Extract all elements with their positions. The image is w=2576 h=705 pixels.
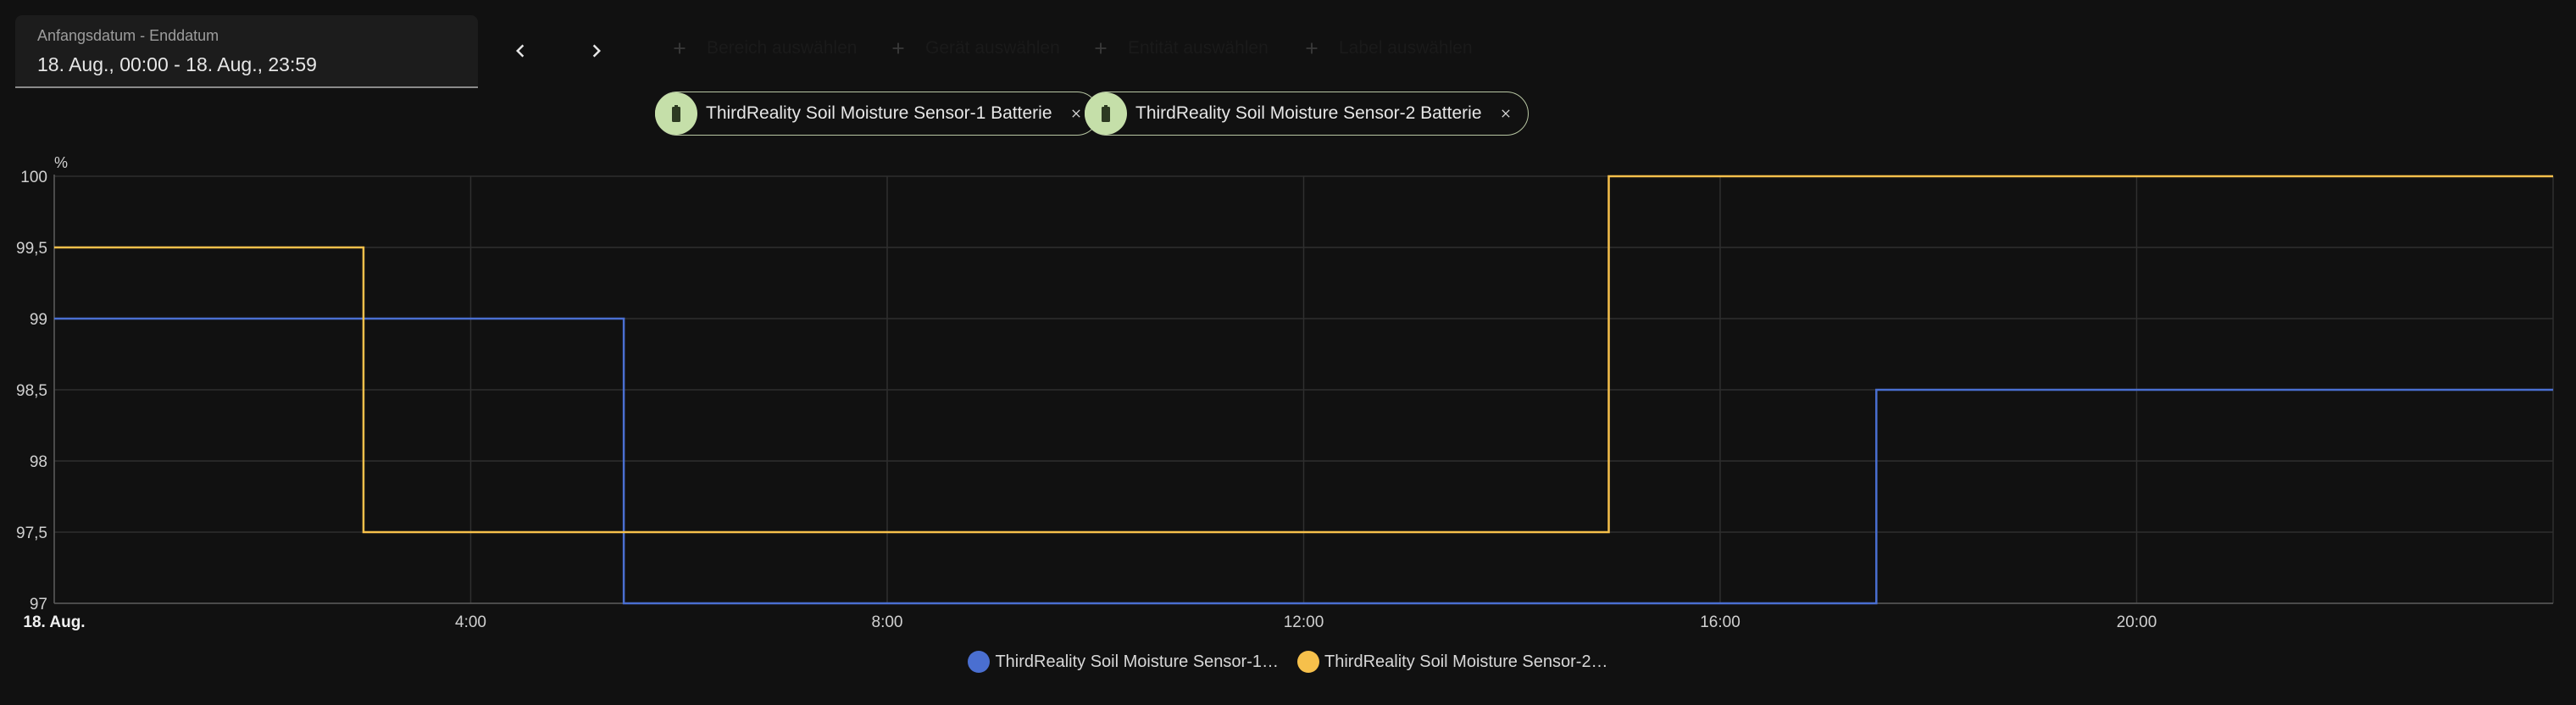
chart-legend: ThirdReality Soil Moisture Sensor-1… Thi… bbox=[0, 651, 2576, 673]
date-range-field[interactable]: Anfangsdatum - Enddatum 18. Aug., 00:00 … bbox=[15, 15, 478, 88]
y-tick-label: 97 bbox=[30, 596, 47, 613]
close-icon[interactable] bbox=[1497, 105, 1514, 122]
label-filter-label: Label auswählen bbox=[1339, 38, 1473, 58]
chevron-left-icon bbox=[516, 44, 525, 58]
entity-chip-sensor-1[interactable]: ThirdReality Soil Moisture Sensor-1 Batt… bbox=[655, 92, 1099, 136]
y-unit-label: % bbox=[54, 154, 68, 171]
y-tick-label: 98 bbox=[30, 453, 47, 471]
close-icon[interactable] bbox=[1068, 105, 1085, 122]
legend-label: ThirdReality Soil Moisture Sensor-2… bbox=[1324, 652, 1608, 671]
history-chart[interactable]: 97 97,5 98 98,5 99 99,5 100 18. Aug. 4:00 8:00 12:… bbox=[0, 153, 2576, 644]
x-tick-label: 8:00 bbox=[872, 613, 903, 631]
entity-filter-label: Entität auswählen bbox=[1128, 38, 1269, 58]
plus-icon bbox=[1300, 36, 1324, 60]
legend-item-sensor-2[interactable]: ThirdReality Soil Moisture Sensor-2… bbox=[1297, 651, 1608, 673]
x-tick-label: 4:00 bbox=[455, 613, 486, 631]
device-filter-label: Gerät auswählen bbox=[925, 38, 1060, 58]
plus-icon bbox=[1089, 36, 1113, 60]
chevron-right-icon bbox=[592, 44, 601, 58]
battery-icon bbox=[655, 92, 697, 135]
entity-filter-chip[interactable]: Entität auswählen bbox=[1077, 26, 1285, 70]
label-filter-chip[interactable]: Label auswählen bbox=[1288, 26, 1490, 70]
x-tick-label: 20:00 bbox=[2117, 613, 2157, 631]
plus-icon bbox=[886, 36, 910, 60]
x-tick-label: 12:00 bbox=[1284, 613, 1324, 631]
entity-chip-label: ThirdReality Soil Moisture Sensor-2 Batt… bbox=[1135, 103, 1482, 123]
y-tick-label: 98,5 bbox=[16, 382, 47, 400]
area-filter-chip[interactable]: Bereich auswählen bbox=[656, 26, 874, 70]
legend-marker bbox=[968, 651, 991, 673]
legend-item-sensor-1[interactable]: ThirdReality Soil Moisture Sensor-1… bbox=[968, 651, 1279, 673]
battery-icon bbox=[1085, 92, 1127, 135]
series-line-sensor-2 bbox=[54, 175, 2553, 534]
device-filter-chip[interactable]: Gerät auswählen bbox=[874, 26, 1077, 70]
plus-icon bbox=[668, 36, 691, 60]
y-tick-label: 100 bbox=[20, 169, 47, 186]
series-line-sensor-1 bbox=[54, 317, 2553, 605]
entity-chip-label: ThirdReality Soil Moisture Sensor-1 Batt… bbox=[706, 103, 1052, 123]
x-tick-label: 18. Aug. bbox=[23, 613, 85, 631]
legend-label: ThirdReality Soil Moisture Sensor-1… bbox=[995, 652, 1279, 671]
date-range-label: Anfangsdatum - Enddatum bbox=[37, 27, 219, 44]
y-tick-label: 99 bbox=[30, 311, 47, 329]
x-tick-label: 16:00 bbox=[1700, 613, 1740, 631]
legend-marker bbox=[1297, 651, 1319, 673]
y-tick-label: 97,5 bbox=[16, 525, 47, 542]
y-tick-label: 99,5 bbox=[16, 240, 47, 258]
date-range-value: 18. Aug., 00:00 - 18. Aug., 23:59 bbox=[37, 53, 317, 75]
chart-series bbox=[54, 175, 2553, 605]
previous-period-button[interactable] bbox=[497, 27, 544, 75]
next-period-button[interactable] bbox=[573, 27, 620, 75]
area-filter-label: Bereich auswählen bbox=[707, 38, 858, 58]
entity-chip-sensor-2[interactable]: ThirdReality Soil Moisture Sensor-2 Batt… bbox=[1085, 92, 1529, 136]
chart-axes: 97 97,5 98 98,5 99 99,5 100 18. Aug. 4:00 8:00 12:… bbox=[16, 154, 2553, 631]
